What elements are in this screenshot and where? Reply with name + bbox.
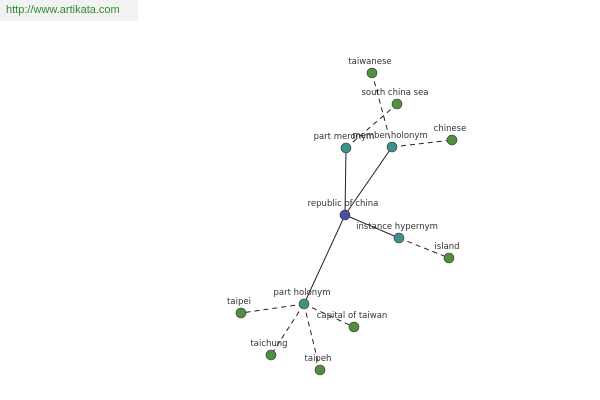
dashed-edge <box>345 103 398 149</box>
node <box>393 232 405 244</box>
node-label: capital of taiwan <box>317 311 388 321</box>
node-label: island <box>434 242 459 252</box>
site-url[interactable]: http://www.artikata.com <box>0 0 138 21</box>
node-label: taichung <box>250 339 287 349</box>
node-label: chinese <box>434 124 467 134</box>
edge <box>344 146 393 216</box>
node <box>298 298 310 310</box>
node <box>386 141 398 153</box>
node <box>339 209 351 221</box>
node <box>366 67 378 79</box>
edge <box>303 214 346 305</box>
node-label: part meronym <box>314 132 375 142</box>
edge <box>344 214 400 239</box>
edge <box>344 147 347 216</box>
node-label: taipeh <box>305 354 332 364</box>
node-label: taipei <box>227 297 251 307</box>
dashed-edge <box>391 139 453 148</box>
node <box>446 134 458 146</box>
node <box>391 98 403 110</box>
node-label: part holonym <box>274 288 331 298</box>
node-label: instance hypernym <box>356 222 438 232</box>
node <box>348 321 360 333</box>
node <box>314 364 326 376</box>
node <box>443 252 455 264</box>
node-label: republic of china <box>308 199 379 209</box>
node-label: south china sea <box>361 88 428 98</box>
node <box>340 142 352 154</box>
node-label: member holonym <box>352 131 427 141</box>
dashed-edge <box>270 303 305 356</box>
dashed-edge <box>371 72 393 148</box>
node <box>235 307 247 319</box>
dashed-edge <box>303 303 321 371</box>
node <box>265 349 277 361</box>
dashed-edge <box>240 303 305 314</box>
dashed-edge <box>303 303 355 328</box>
node-label: taiwanese <box>348 57 391 67</box>
